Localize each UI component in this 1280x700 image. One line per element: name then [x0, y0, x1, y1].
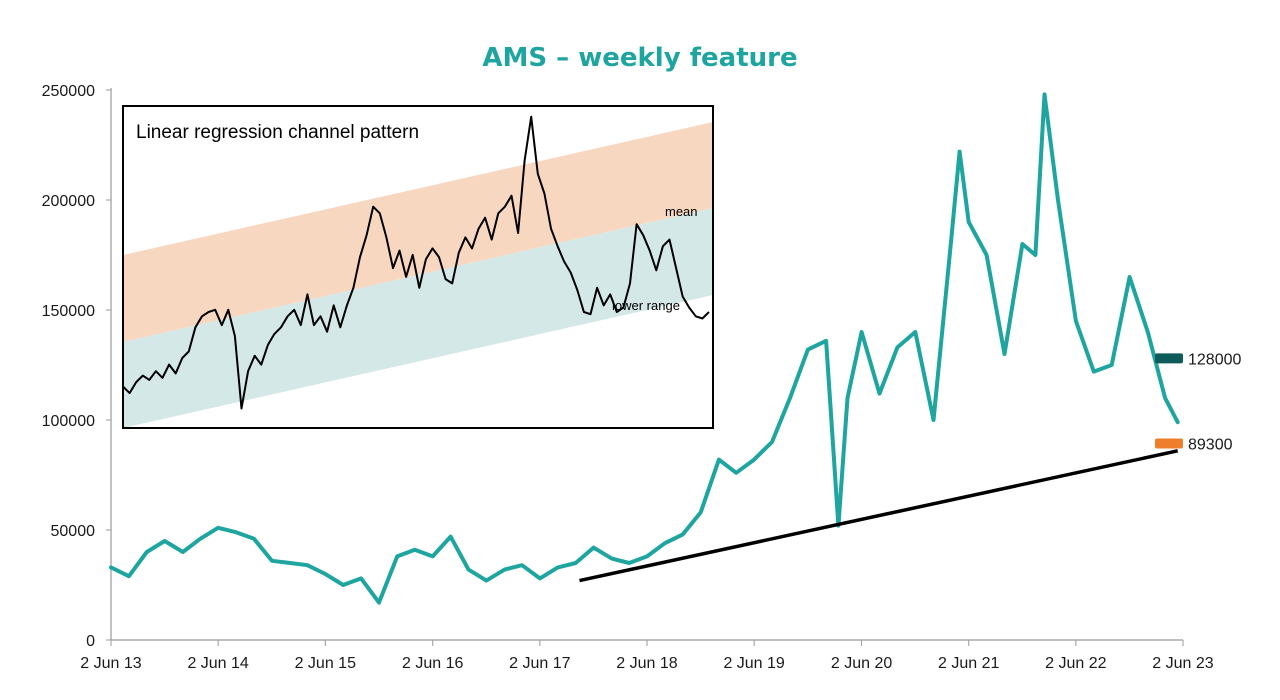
x-tick-label: 2 Jun 19	[723, 655, 784, 672]
inset-title: Linear regression channel pattern	[136, 122, 419, 143]
series-line	[109, 92, 1180, 605]
x-tick-label: 2 Jun 13	[80, 655, 141, 672]
y-tick-label: 50000	[51, 523, 96, 540]
main-series	[109, 92, 1180, 605]
y-tick-label: 100000	[42, 413, 95, 430]
support-trendline	[579, 449, 1179, 583]
upper-band	[123, 122, 713, 342]
value-marker	[1155, 353, 1183, 364]
x-tick-label: 2 Jun 14	[187, 655, 248, 672]
y-tick-label: 250000	[42, 83, 95, 100]
mean-annotation: mean	[665, 204, 698, 219]
x-tick-label: 2 Jun 15	[295, 655, 356, 672]
value-marker	[1155, 438, 1183, 449]
chart-title: AMS – weekly feature	[482, 43, 797, 73]
inset-chart: Linear regression channel pattern mean low…	[122, 105, 714, 429]
lower-range-annotation: lower range	[612, 298, 680, 313]
inset-frame	[122, 105, 714, 429]
value-marker-label: 128000	[1188, 351, 1241, 368]
x-tick-label: 2 Jun 23	[1152, 655, 1213, 672]
x-tick-label: 2 Jun 17	[509, 655, 570, 672]
value-markers: 128000 89300	[1155, 351, 1241, 454]
x-tick-label: 2 Jun 18	[616, 655, 677, 672]
x-tick-label: 2 Jun 16	[402, 655, 463, 672]
y-tick-label: 0	[86, 633, 95, 650]
value-marker-label: 89300	[1188, 437, 1233, 454]
y-tick-label: 150000	[42, 303, 95, 320]
x-tick-label: 2 Jun 22	[1045, 655, 1106, 672]
y-tick-label: 200000	[42, 193, 95, 210]
inset-series-line	[122, 115, 710, 410]
x-tick-label: 2 Jun 20	[831, 655, 892, 672]
trendline	[579, 449, 1179, 583]
x-tick-label: 2 Jun 21	[938, 655, 999, 672]
axes: 0 50000 100000 150000 200000 250000 2 Jun 13 2 …	[42, 83, 1214, 672]
